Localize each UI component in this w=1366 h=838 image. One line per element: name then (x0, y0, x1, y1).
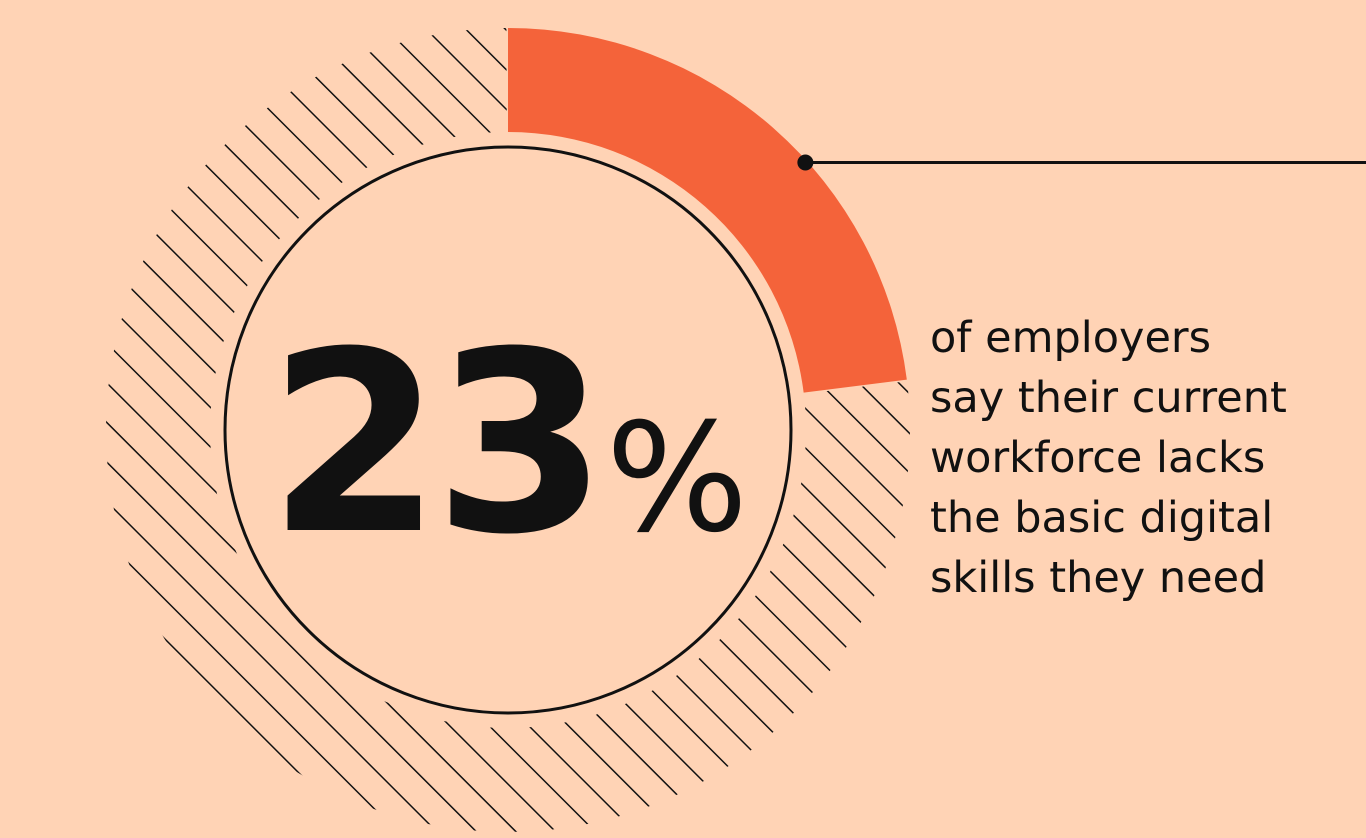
donut-highlight-segment (508, 28, 907, 393)
donut-inner-circle (223, 145, 793, 715)
leader-dot (797, 154, 814, 171)
caption-line: say their current (930, 373, 1287, 423)
percentage-sign: % (606, 392, 749, 566)
caption-line: the basic digital (930, 493, 1274, 543)
caption-line: of employers (930, 313, 1211, 363)
caption-line: workforce lacks (930, 433, 1266, 483)
caption-text: of employers say their current workforce… (930, 308, 1366, 608)
percentage-number: 23 (268, 298, 600, 589)
percentage-value: 23% (268, 298, 748, 589)
caption-line: skills they need (930, 553, 1267, 603)
